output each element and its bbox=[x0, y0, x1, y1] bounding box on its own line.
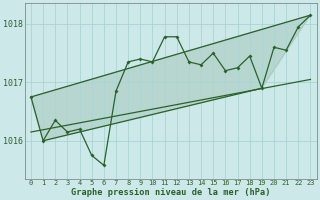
X-axis label: Graphe pression niveau de la mer (hPa): Graphe pression niveau de la mer (hPa) bbox=[71, 188, 270, 197]
Polygon shape bbox=[31, 15, 310, 141]
